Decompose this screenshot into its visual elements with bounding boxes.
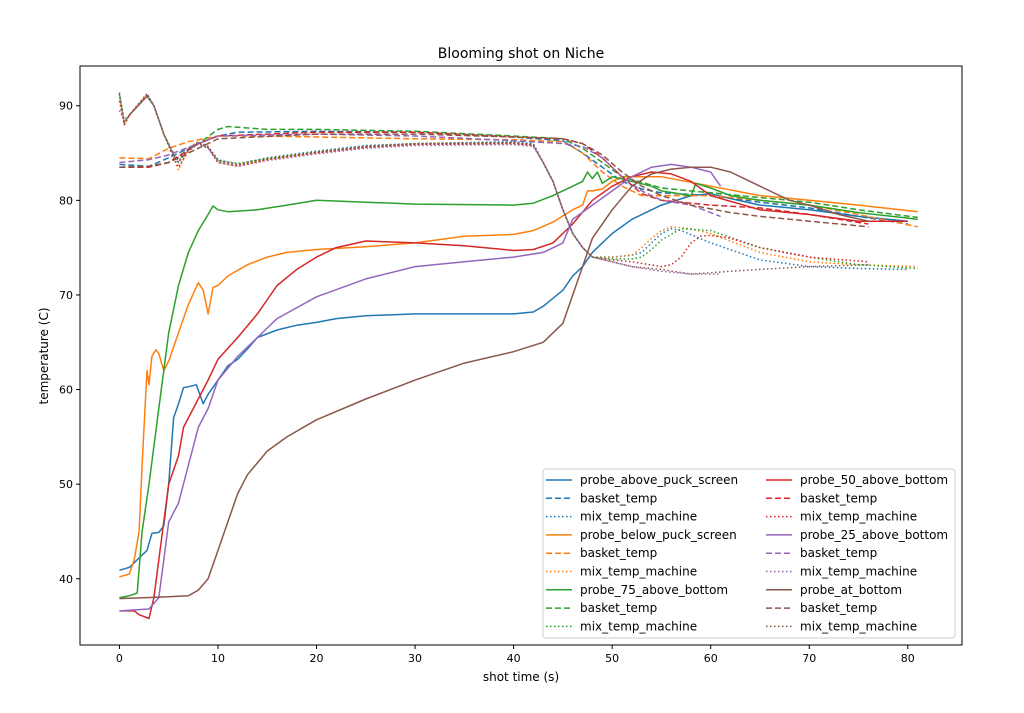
series-line-probe-25-above-bottom-12: [119, 163, 722, 612]
legend-entry: probe_above_puck_screen: [546, 473, 738, 487]
legend-entry: basket_temp: [546, 601, 657, 615]
plot-area-frame: [79, 65, 963, 646]
legend-entry: mix_temp_machine: [546, 510, 697, 524]
x-tick-label: 70: [802, 652, 816, 665]
legend-entry: probe_below_puck_screen: [546, 528, 737, 542]
legend-label: mix_temp_machine: [580, 565, 697, 579]
legend-entry: probe_25_above_bottom: [766, 528, 948, 542]
legend-label: probe_below_puck_screen: [580, 528, 737, 542]
legend-label: basket_temp: [800, 546, 877, 560]
series-line-basket-temp-1: [119, 130, 908, 225]
x-tick-label: 20: [310, 652, 324, 665]
legend-entry: mix_temp_machine: [546, 565, 697, 579]
x-tick-label: 0: [116, 652, 123, 665]
y-tick-label: 80: [59, 194, 73, 207]
legend-label: probe_above_puck_screen: [580, 473, 738, 487]
x-tick-label: 40: [507, 652, 521, 665]
series-line-mix-temp-machine-17: [118, 92, 869, 275]
legend-entry: basket_temp: [766, 546, 877, 560]
series-line-basket-temp-16: [119, 133, 869, 228]
legend-label: probe_75_above_bottom: [580, 583, 728, 597]
legend-entry: mix_temp_machine: [766, 565, 917, 579]
ticks-layer: 0 10 20 30 40 50 60 70 80 40 50 60 70 80 90: [59, 100, 915, 665]
series-line-mix-temp-machine-8: [118, 92, 918, 270]
y-tick-label: 90: [59, 100, 73, 113]
legend-entry: basket_temp: [546, 546, 657, 560]
legend-label: mix_temp_machine: [580, 619, 697, 633]
legend-label: basket_temp: [800, 601, 877, 615]
series-line-probe-below-puck-screen-3: [119, 175, 918, 578]
y-tick-label: 40: [59, 573, 73, 586]
legend-frame: [542, 468, 956, 639]
legend-entry: mix_temp_machine: [546, 619, 697, 633]
legend-entry: basket_temp: [766, 601, 877, 615]
x-tick-label: 50: [605, 652, 619, 665]
legend-label: mix_temp_machine: [800, 565, 917, 579]
legend-label: mix_temp_machine: [800, 619, 917, 633]
y-tick-label: 50: [59, 478, 73, 491]
y-tick-label: 60: [59, 384, 73, 397]
series-line-mix-temp-machine-11: [118, 95, 869, 268]
legend-label: basket_temp: [580, 491, 657, 505]
legend-entry: probe_at_bottom: [766, 583, 902, 597]
legend-label: mix_temp_machine: [580, 510, 697, 524]
legend-entry: basket_temp: [546, 491, 657, 505]
legend: probe_above_puck_screen basket_temp mix_te…: [542, 468, 956, 639]
legend-label: basket_temp: [580, 546, 657, 560]
series-line-basket-temp-13: [119, 133, 721, 218]
x-axis-label: shot time (s): [483, 670, 559, 684]
legend-entry: mix_temp_machine: [766, 510, 917, 524]
legend-label: basket_temp: [580, 601, 657, 615]
series-line-probe-above-puck-screen-0: [119, 192, 908, 572]
series-layer: [118, 92, 918, 620]
legend-entry: probe_75_above_bottom: [546, 583, 728, 597]
legend-label: basket_temp: [800, 491, 877, 505]
x-tick-label: 10: [211, 652, 225, 665]
y-axis-label: temperature (C): [37, 308, 51, 405]
legend-label: probe_50_above_bottom: [800, 473, 948, 487]
legend-label: probe_25_above_bottom: [800, 528, 948, 542]
x-tick-label: 80: [901, 652, 915, 665]
x-tick-label: 30: [408, 652, 422, 665]
x-tick-label: 60: [704, 652, 718, 665]
legend-label: probe_at_bottom: [800, 583, 902, 597]
series-line-mix-temp-machine-14: [118, 95, 721, 275]
chart-title: Blooming shot on Niche: [438, 46, 604, 62]
series-line-probe-at-bottom-15: [119, 166, 869, 600]
legend-entry: probe_50_above_bottom: [766, 473, 948, 487]
legend-label: mix_temp_machine: [800, 510, 917, 524]
y-tick-label: 70: [59, 289, 73, 302]
series-line-probe-50-above-bottom-9: [119, 171, 908, 620]
legend-entry: mix_temp_machine: [766, 619, 917, 633]
legend-entry: basket_temp: [766, 491, 877, 505]
